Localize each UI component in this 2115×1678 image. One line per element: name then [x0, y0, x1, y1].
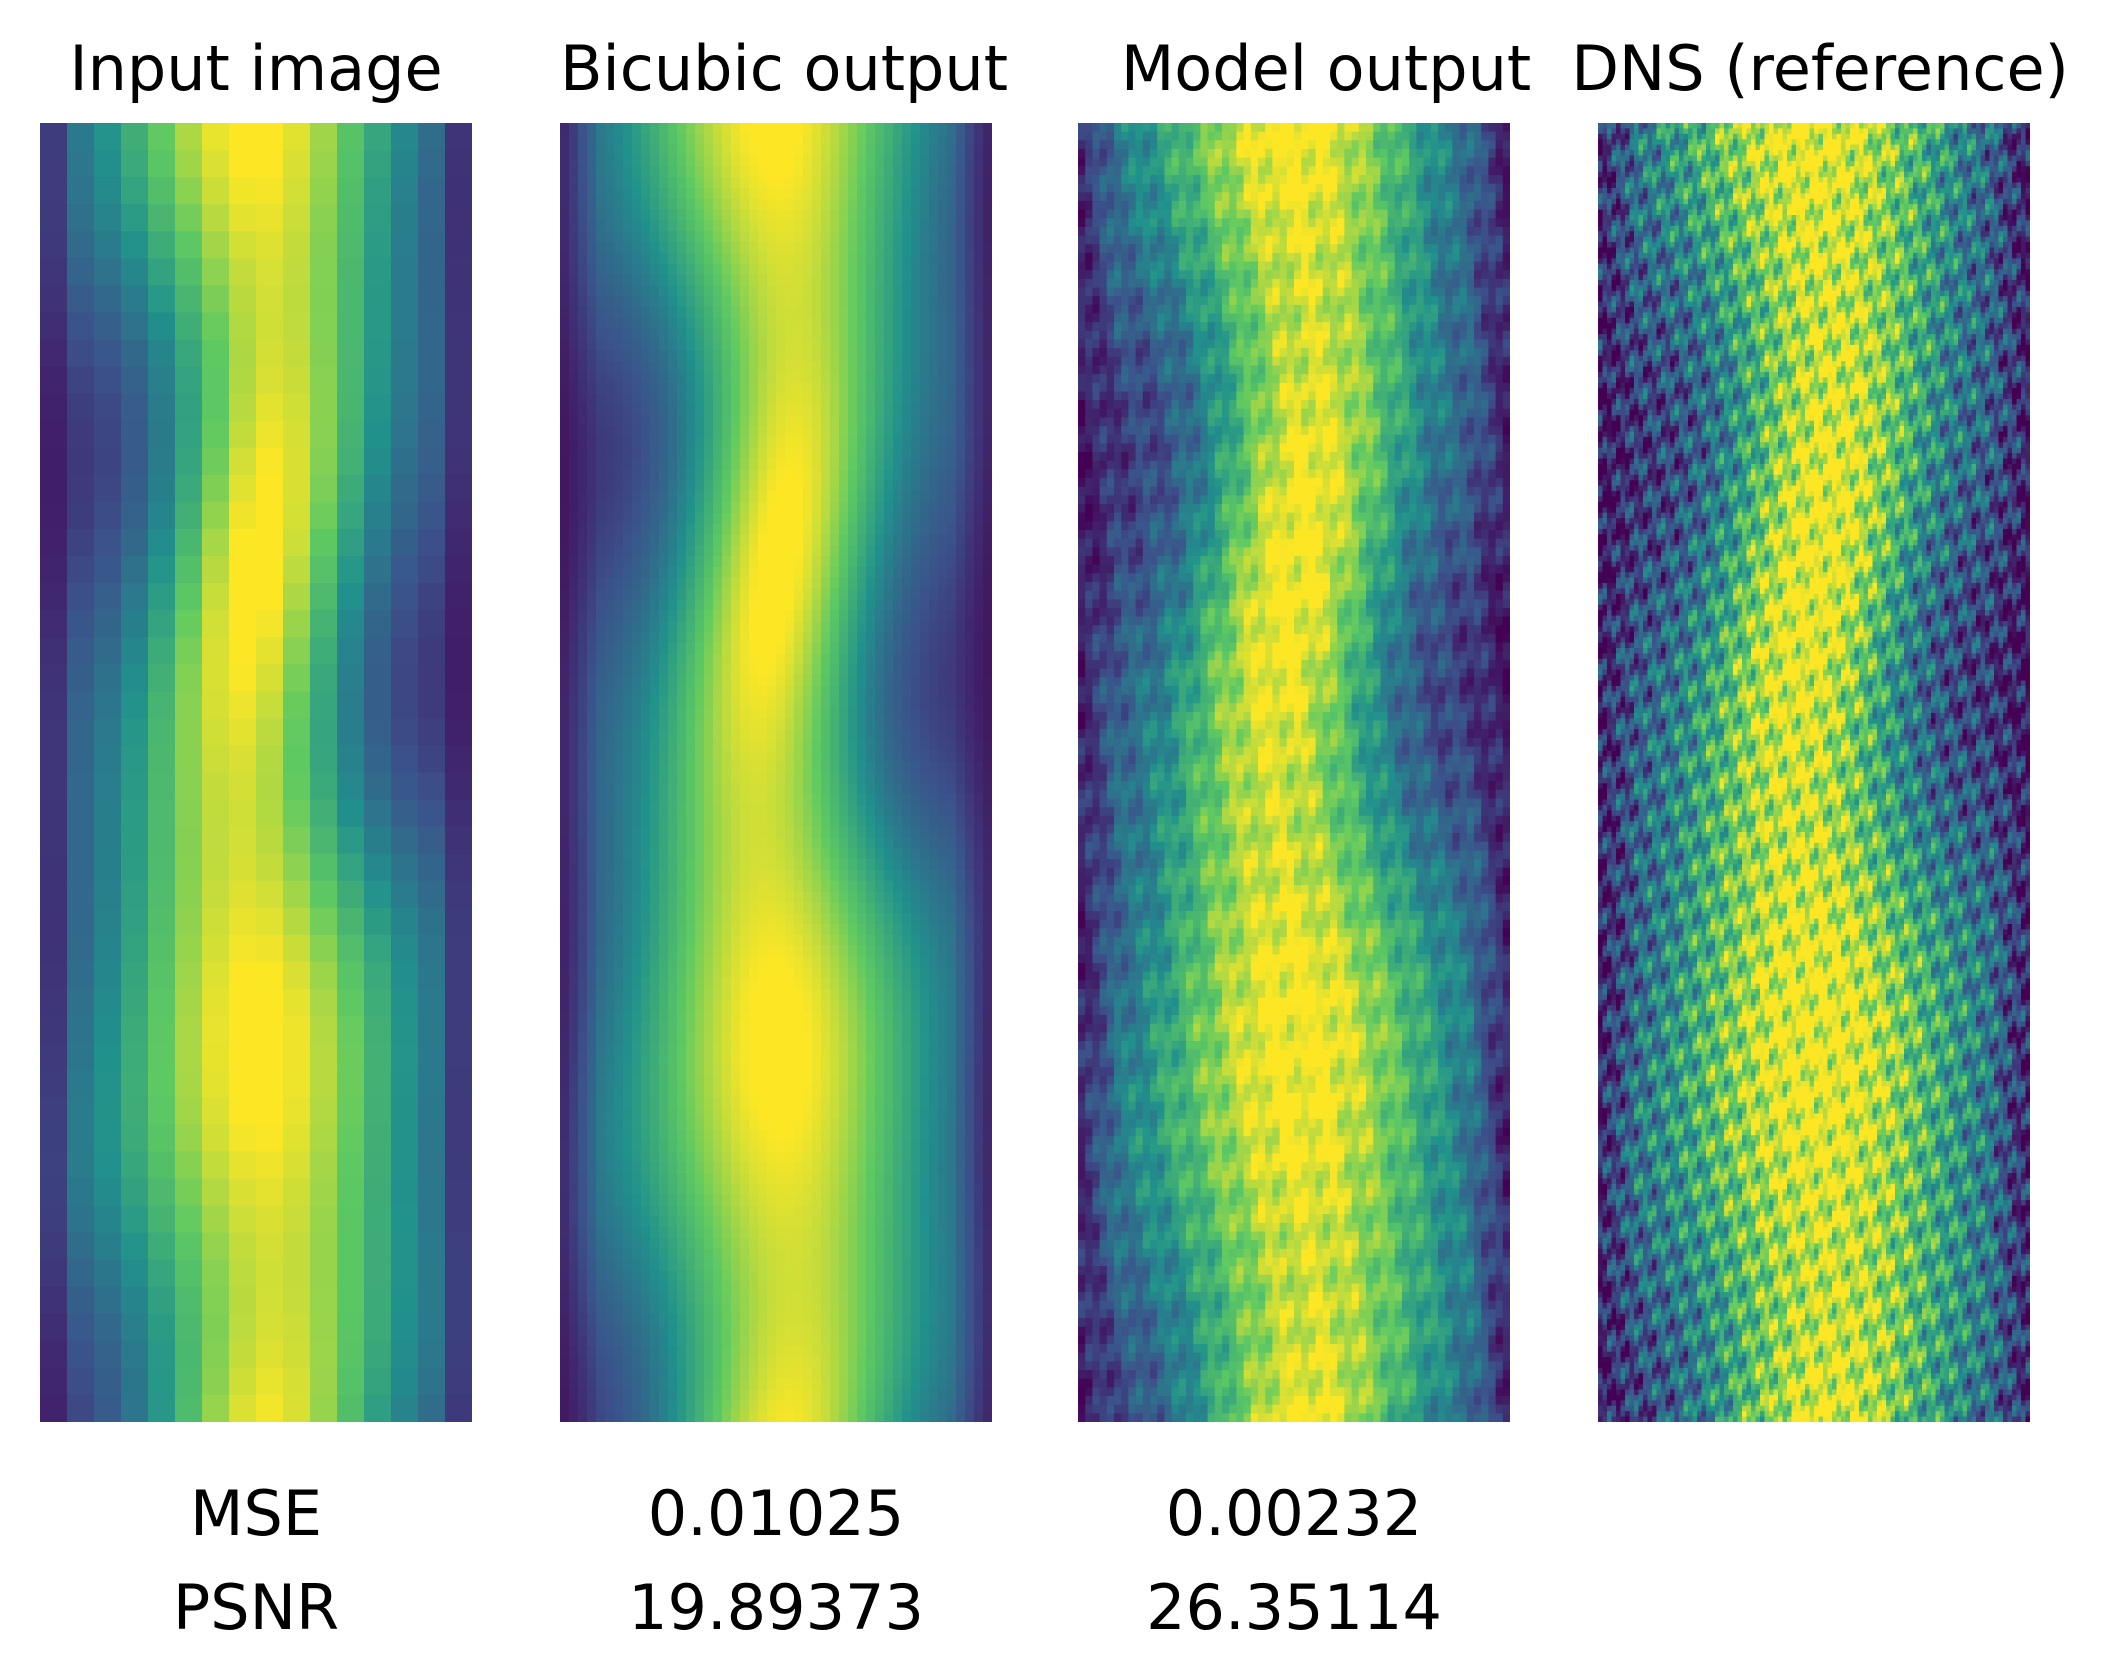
title-model-output: Model output [1060, 24, 1592, 114]
model-psnr-value: 26.35114 [1078, 1568, 1510, 1648]
model-mse-value: 0.00232 [1078, 1474, 1510, 1554]
title-input-image: Input image [40, 24, 472, 114]
title-bicubic-output: Bicubic output [560, 24, 1008, 114]
bicubic-psnr-value: 19.89373 [560, 1568, 992, 1648]
bicubic-upsampled-flow-field-icon [560, 123, 992, 1422]
dns-reference-panel [1598, 123, 2030, 1422]
low-resolution-flow-field-icon [40, 123, 472, 1422]
mse-label: MSE [40, 1474, 472, 1554]
title-dns-reference: DNS (reference) [1540, 24, 2100, 114]
model-output-panel [1078, 123, 1510, 1422]
psnr-label: PSNR [40, 1568, 472, 1648]
super-resolved-flow-field-icon [1078, 123, 1510, 1422]
input-image-panel [40, 123, 472, 1422]
dns-reference-flow-field-icon [1598, 123, 2030, 1422]
bicubic-output-panel [560, 123, 992, 1422]
bicubic-mse-value: 0.01025 [560, 1474, 992, 1554]
